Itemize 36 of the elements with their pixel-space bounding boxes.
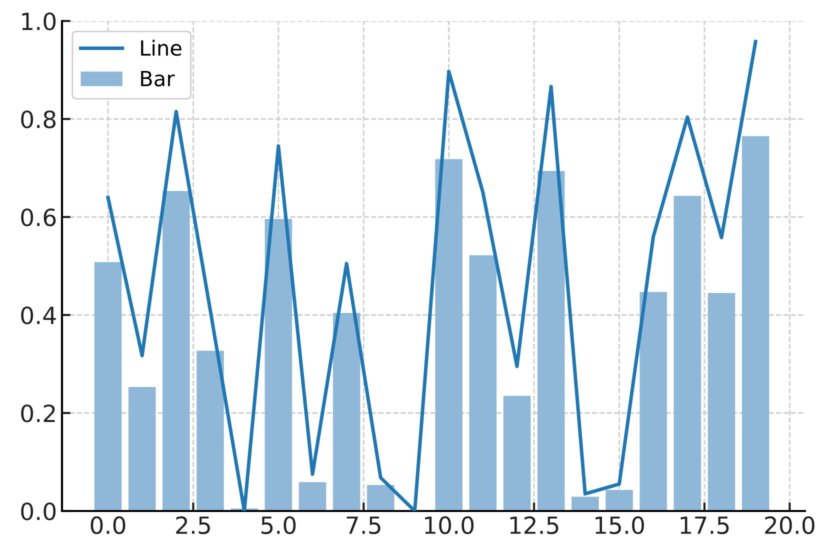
- line-series: [106, 40, 758, 511]
- bar: [435, 159, 462, 511]
- bar: [572, 496, 599, 511]
- legend-label: Bar: [141, 70, 175, 86]
- bar: [196, 350, 224, 511]
- x-tick-label: 0.0: [90, 516, 126, 534]
- x-tick-label: 2.5: [176, 516, 210, 534]
- x-tick-label: 10.0: [425, 516, 474, 534]
- x-tick-label: 17.5: [680, 516, 729, 534]
- y-tick-label: 0.0: [21, 502, 56, 520]
- x-tick-label: 12.5: [510, 516, 558, 534]
- bar: [367, 485, 394, 511]
- x-tick-label: 5.0: [261, 516, 296, 534]
- bar: [128, 387, 156, 511]
- bar: [606, 490, 633, 511]
- y-tick-label: 0.4: [21, 306, 56, 324]
- bar: [298, 482, 326, 511]
- x-tick-label: 20.0: [765, 516, 814, 534]
- y-tick-label: 0.6: [21, 208, 56, 226]
- legend-label: Line: [141, 40, 182, 56]
- bar: [332, 313, 360, 511]
- bar: [94, 262, 122, 511]
- bar: [503, 396, 531, 511]
- bar: [640, 292, 667, 511]
- x-tick-label: 7.5: [346, 516, 380, 534]
- bar: [162, 191, 190, 511]
- y-tick-label: 1.0: [22, 12, 56, 30]
- bar: [708, 292, 736, 511]
- bar: [537, 170, 565, 511]
- x-tick-label: 15.0: [596, 516, 644, 534]
- y-tick-label: 0.8: [21, 110, 56, 128]
- y-tick-label: 0.2: [21, 404, 55, 422]
- bar: [264, 218, 292, 511]
- bar: [674, 196, 702, 511]
- bar: [742, 136, 770, 511]
- bar: [469, 255, 497, 511]
